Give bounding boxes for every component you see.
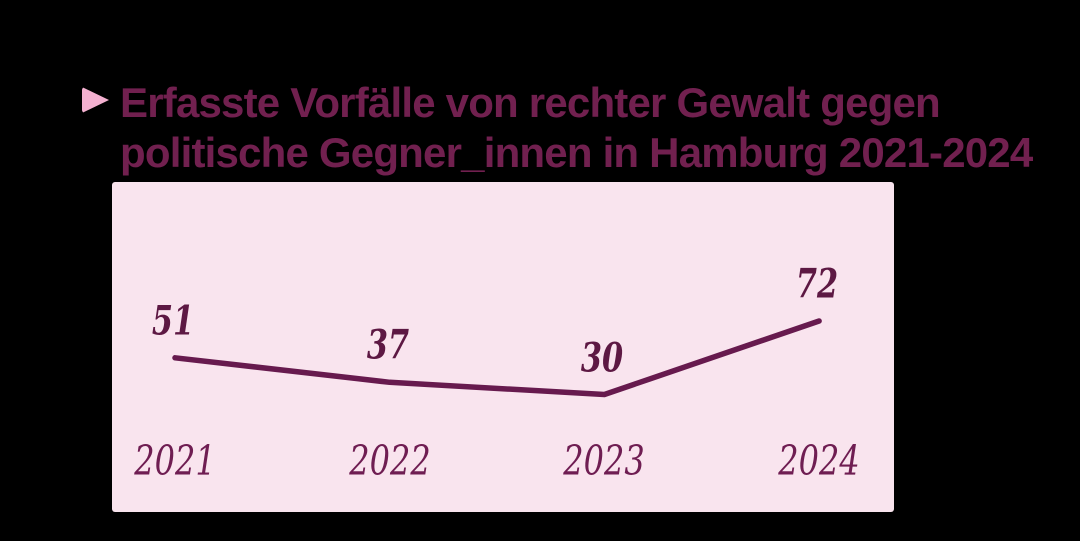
chart-panel: 51 2021 37 2022 30 2023 72 2024 bbox=[112, 182, 894, 512]
chart-title: Erfasste Vorfälle von rechter Gewalt geg… bbox=[120, 78, 1033, 178]
x-tick-label: 2021 bbox=[134, 437, 216, 485]
data-line bbox=[172, 318, 822, 398]
chart-title-line2: politische Gegner_innen in Hamburg 2021-… bbox=[120, 129, 1033, 176]
chart-title-line1: Erfasste Vorfälle von rechter Gewalt geg… bbox=[120, 79, 941, 126]
x-tick-label: 2022 bbox=[348, 437, 431, 485]
value-label: 30 bbox=[581, 334, 624, 381]
value-label: 72 bbox=[795, 260, 839, 308]
triangle-bullet-icon bbox=[82, 87, 109, 113]
x-tick-label: 2023 bbox=[563, 437, 646, 485]
value-label: 37 bbox=[366, 321, 409, 369]
x-tick-label: 2024 bbox=[778, 437, 860, 485]
value-label: 51 bbox=[151, 297, 195, 345]
line-chart bbox=[172, 318, 822, 398]
